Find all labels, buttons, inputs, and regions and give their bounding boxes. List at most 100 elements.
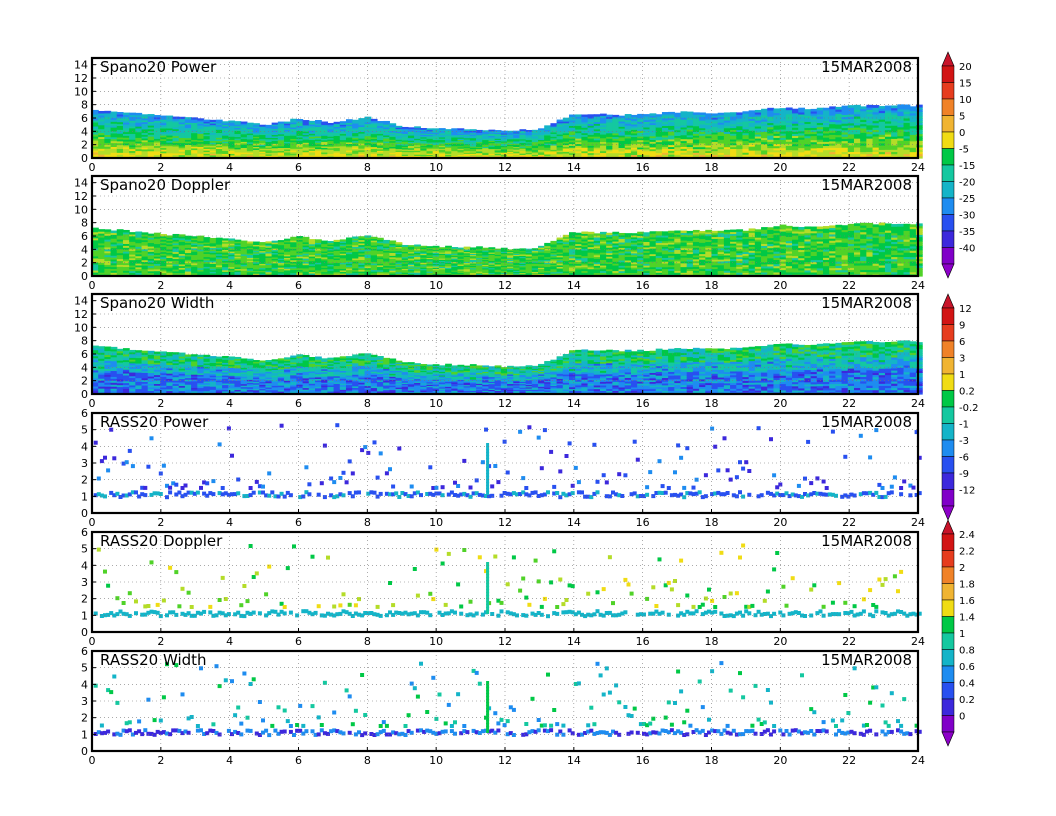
heat-cell: [451, 151, 459, 154]
heat-cell: [401, 151, 409, 154]
heat-cell: [178, 234, 186, 237]
heat-cell: [569, 116, 576, 119]
heat-cell: [277, 142, 285, 145]
heat-cell: [153, 125, 161, 129]
heat-cell: [92, 149, 99, 153]
heat-cell: [315, 120, 322, 123]
heat-cell: [284, 132, 291, 135]
heat-cell: [259, 138, 267, 141]
heat-cell: [445, 137, 452, 140]
heat-cell: [259, 139, 267, 142]
heat-cell: [463, 140, 471, 142]
heat-cell: [457, 136, 465, 139]
heat-cell: [562, 152, 570, 156]
heat-cell: [482, 140, 490, 143]
heat-cell: [587, 147, 595, 150]
heat-cell: [209, 138, 217, 142]
heat-cell: [302, 121, 310, 124]
heat-cell: [215, 119, 223, 122]
heat-cell: [476, 155, 483, 158]
heat-cell: [166, 131, 174, 134]
heat-cell: [129, 148, 136, 152]
heat-cell: [339, 122, 347, 125]
heat-cell: [593, 143, 601, 146]
heat-cell: [550, 140, 558, 143]
heat-cell: [463, 132, 471, 135]
heat-cell: [451, 133, 459, 136]
heat-cell: [550, 146, 558, 149]
heat-cell: [147, 134, 155, 137]
heat-cell: [240, 151, 248, 155]
heat-cell: [376, 122, 384, 125]
heat-cell: [432, 144, 440, 147]
heat-cell: [500, 147, 508, 150]
heat-cell: [333, 136, 341, 139]
heat-cell: [519, 149, 527, 152]
heat-cell: [172, 152, 180, 156]
heat-cell: [414, 130, 421, 133]
heat-cell: [420, 140, 428, 143]
heat-cell: [222, 151, 229, 155]
heat-cell: [333, 145, 341, 149]
heat-cell: [451, 131, 459, 134]
heat-cell: [191, 144, 198, 147]
heat-cell: [277, 126, 285, 129]
heat-cell: [445, 245, 452, 248]
heat-cell: [463, 154, 471, 157]
heat-cell: [531, 147, 539, 150]
heat-cell: [414, 142, 421, 145]
heat-cell: [315, 154, 322, 158]
heat-cell: [457, 139, 465, 142]
heat-cell: [383, 136, 390, 139]
heat-cell: [141, 136, 149, 139]
heat-cell: [575, 139, 582, 143]
heat-cell: [116, 144, 124, 148]
heat-cell: [420, 139, 428, 142]
heat-cell: [463, 129, 471, 132]
heat-cell: [333, 133, 341, 136]
heat-cell: [215, 135, 223, 138]
heat-cell: [785, 107, 793, 111]
heat-cell: [321, 123, 328, 126]
heat-cell: [184, 137, 192, 140]
heat-cell: [284, 151, 291, 155]
heat-cell: [383, 131, 390, 134]
heat-cell: [513, 150, 521, 152]
heat-cell: [246, 128, 254, 131]
heat-cell: [290, 153, 298, 156]
heat-cell: [451, 145, 459, 148]
heat-cell: [240, 147, 248, 150]
heat-cell: [92, 145, 99, 149]
heat-cell: [246, 132, 254, 136]
heat-cell: [544, 134, 552, 137]
heat-cell: [327, 140, 335, 143]
heat-cell: [457, 131, 465, 134]
heat-cell: [327, 143, 335, 146]
heat-cell: [395, 129, 403, 132]
heat-cell: [401, 136, 409, 138]
heat-cell: [191, 151, 198, 154]
heat-cell: [482, 154, 490, 157]
heat-cell: [203, 137, 211, 140]
heat-cell: [451, 141, 459, 144]
heat-cell: [352, 127, 359, 130]
heat-cell: [469, 142, 477, 145]
heat-cell: [234, 121, 242, 124]
heat-cell: [153, 118, 161, 122]
heat-cell: [135, 127, 143, 131]
heat-cell: [327, 130, 335, 133]
heat-cell: [290, 135, 298, 138]
heat-cell: [426, 146, 434, 149]
heat-cell: [581, 114, 589, 117]
heat-cell: [315, 124, 322, 127]
heat-cell: [587, 121, 595, 124]
heat-cell: [438, 247, 446, 250]
heat-cell: [432, 132, 440, 134]
heat-cell: [531, 138, 539, 140]
heat-cell: [215, 151, 223, 154]
heat-cell: [445, 133, 452, 136]
heat-cell: [575, 148, 582, 152]
heat-cell: [420, 151, 428, 154]
heat-cell: [414, 155, 421, 158]
heat-cell: [315, 121, 322, 124]
